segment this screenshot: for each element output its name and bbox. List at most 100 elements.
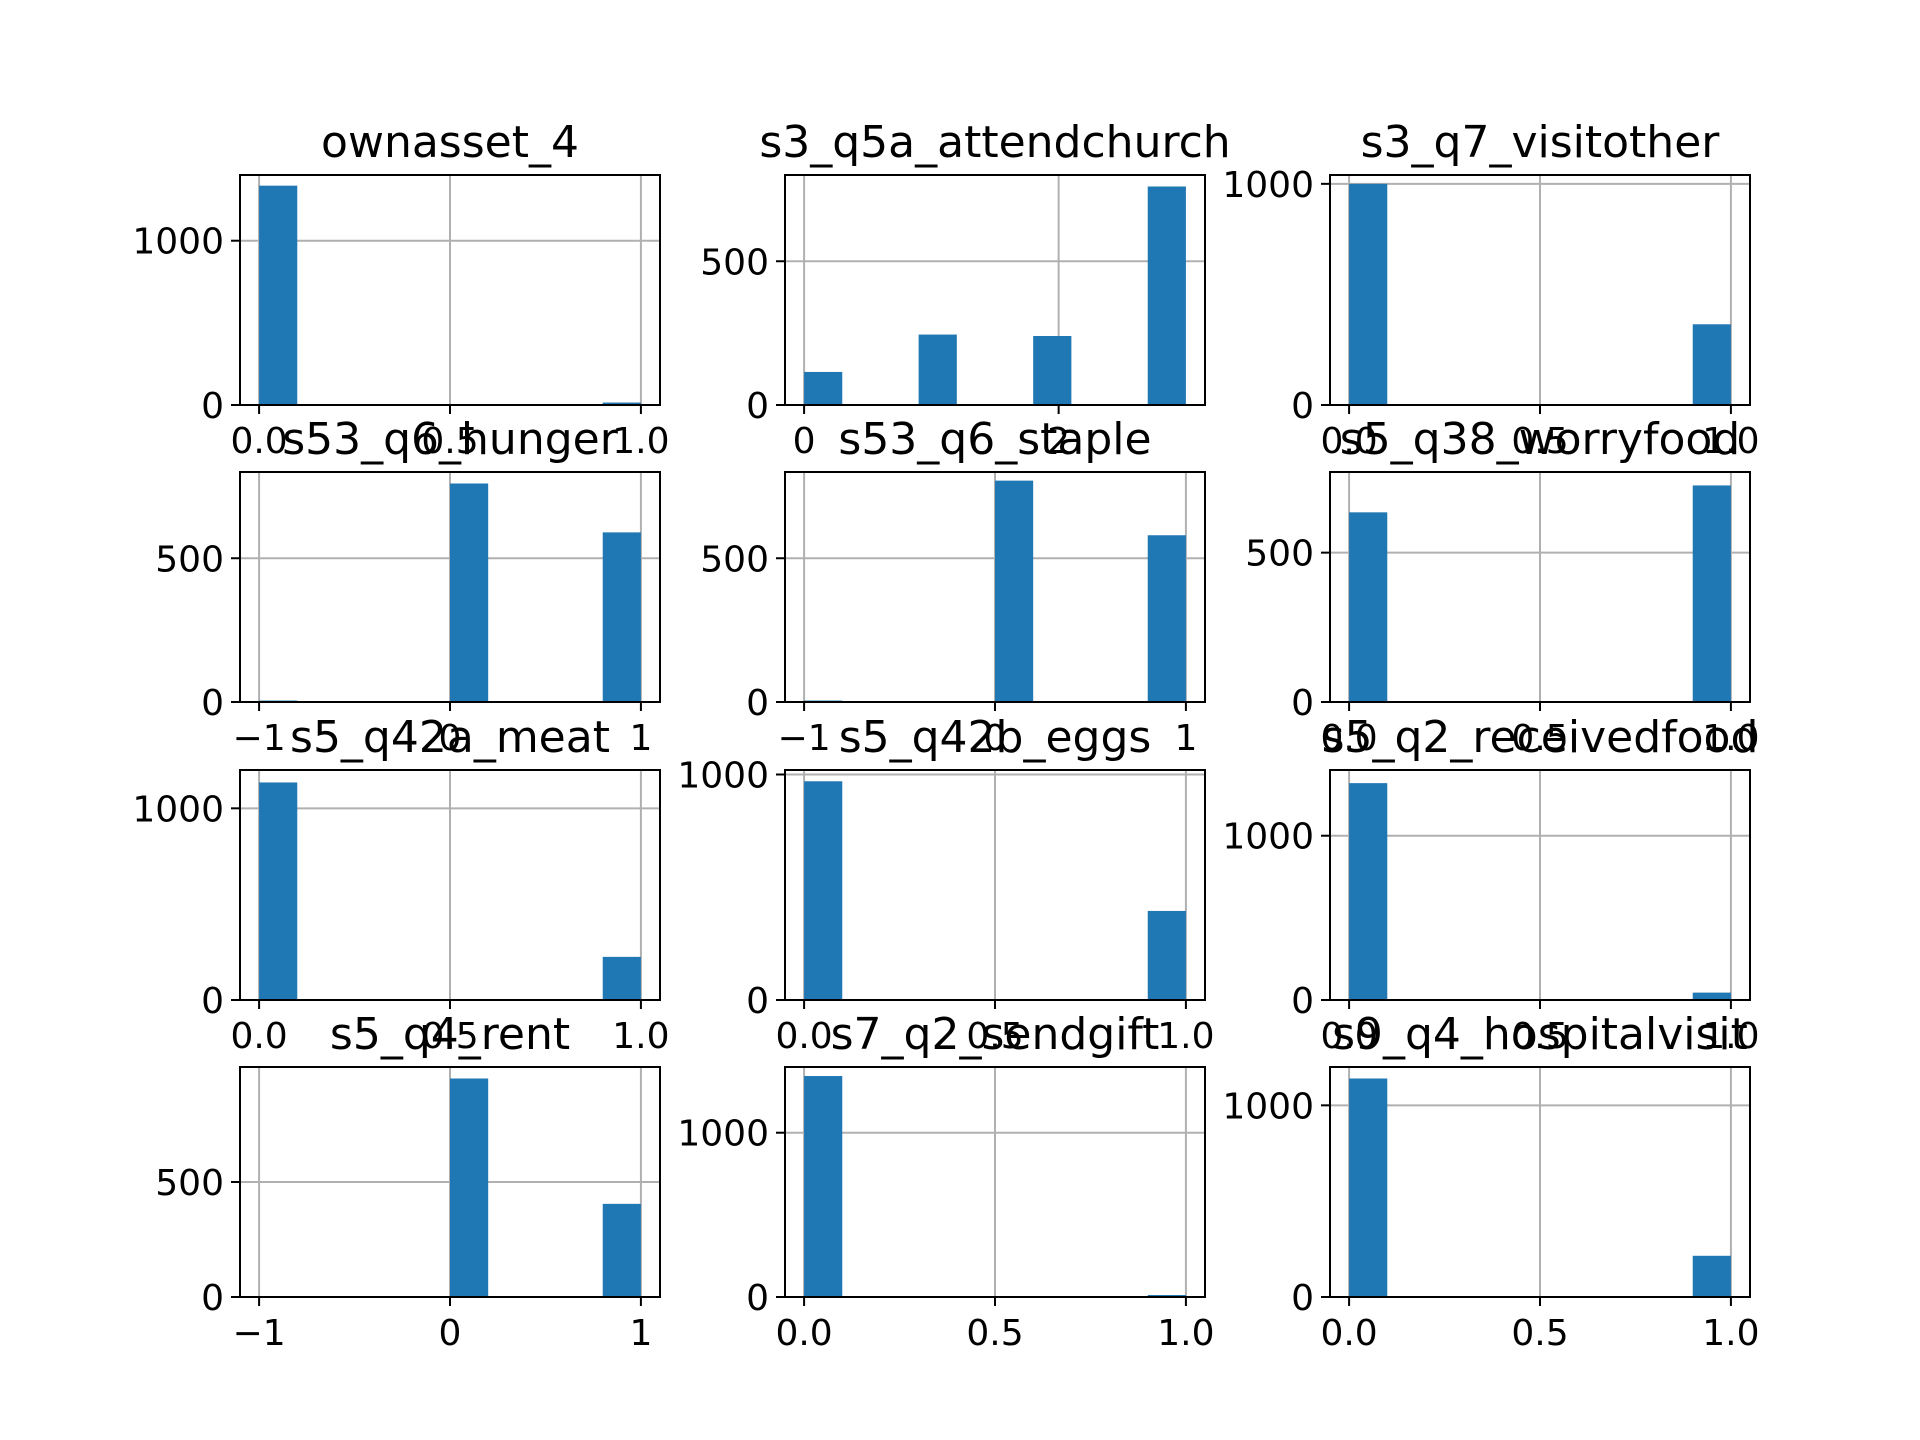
x-tick-label: 1.0 xyxy=(612,421,669,462)
x-tick-label: 0.5 xyxy=(966,1313,1023,1354)
x-tick-label: −1 xyxy=(778,718,831,759)
y-tick-label: 1000 xyxy=(132,789,224,830)
subplot-s5_q38_worryfood: 0.0 0.5 1.0 0 500 s5_q38_worryfood xyxy=(1245,414,1759,759)
x-tick-label: 1.0 xyxy=(1157,1313,1214,1354)
subplot-s9_q4_hospitalvisit: 0.0 0.5 1.0 0 1000 s9_q4_hospitalvisit xyxy=(1222,1009,1759,1354)
histogram-bar xyxy=(804,781,843,1000)
histogram-bar xyxy=(804,371,843,405)
x-tick-label: 0.0 xyxy=(1320,718,1377,759)
y-tick-label: 1000 xyxy=(1222,817,1314,858)
y-tick-label: 500 xyxy=(155,539,224,580)
subplot-s7_q2_sendgift: 0.0 0.5 1.0 0 1000 s7_q2_sendgift xyxy=(677,1009,1214,1354)
subplot-title: s5_q42a_meat xyxy=(290,712,610,763)
y-tick-label: 0 xyxy=(746,981,769,1022)
x-tick-label: 0.5 xyxy=(1511,1313,1568,1354)
y-tick-label: 1000 xyxy=(1222,1086,1314,1127)
histogram-bar xyxy=(259,782,298,1000)
histogram-bar xyxy=(450,483,489,702)
subplot-s3_q7_visitother: 0.0 0.5 1.0 0 1000 s3_q7_visitother xyxy=(1222,117,1759,462)
subplot-title: s5_q38_worryfood xyxy=(1340,414,1740,465)
histogram-bar xyxy=(602,402,641,405)
x-tick-label: 1 xyxy=(629,718,652,759)
subplot-s5_q2_receivedfood: 0.0 0.5 1.0 0 1000 s5_q2_receivedfood xyxy=(1222,712,1759,1057)
histogram-bar xyxy=(1147,535,1186,702)
x-tick-label: 1.0 xyxy=(1702,1313,1759,1354)
x-tick-label: 1.0 xyxy=(1157,1016,1214,1057)
x-tick-label: 1.0 xyxy=(612,1016,669,1057)
histogram-bar xyxy=(804,1076,843,1297)
x-tick-label: 0.0 xyxy=(230,421,287,462)
x-tick-label: 0.0 xyxy=(230,1016,287,1057)
x-tick-label: −1 xyxy=(233,718,286,759)
subplot-s5_q42b_eggs: 0.0 0.5 1.0 0 1000 s5_q42b_eggs xyxy=(677,712,1214,1057)
subplot-title: ownasset_4 xyxy=(321,117,579,168)
subplot-title: s7_q2_sendgift xyxy=(831,1009,1160,1060)
histogram-bar xyxy=(1147,186,1186,405)
subplot-s5_q42a_meat: 0.0 0.5 1.0 0 1000 s5_q42a_meat xyxy=(132,712,669,1057)
histogram-bar xyxy=(259,185,298,405)
y-tick-label: 0 xyxy=(746,386,769,427)
histogram-bar xyxy=(1033,336,1072,405)
x-tick-label: 0.0 xyxy=(1320,1016,1377,1057)
x-tick-label: 1.0 xyxy=(1702,421,1759,462)
histogram-bar xyxy=(1692,992,1731,1000)
x-tick-label: 0 xyxy=(439,718,462,759)
subplot-title: s5_q2_receivedfood xyxy=(1322,712,1759,763)
x-tick-label: 0.0 xyxy=(1320,1313,1377,1354)
y-tick-label: 500 xyxy=(1245,534,1314,575)
y-tick-label: 0 xyxy=(201,386,224,427)
subplot-title: s5_q42b_eggs xyxy=(839,712,1152,763)
x-tick-label: 0.0 xyxy=(1320,421,1377,462)
x-tick-label: −1 xyxy=(233,1313,286,1354)
x-tick-label: 2 xyxy=(1047,421,1070,462)
histogram-bar xyxy=(995,480,1034,702)
y-tick-label: 0 xyxy=(201,1278,224,1319)
subplot-title: s9_q4_hospitalvisit xyxy=(1332,1009,1748,1060)
x-tick-label: 1 xyxy=(1174,718,1197,759)
x-tick-label: 0.5 xyxy=(421,1016,478,1057)
histogram-bar xyxy=(1147,910,1186,1000)
histogram-bar xyxy=(918,334,957,405)
y-tick-label: 0 xyxy=(201,683,224,724)
subplot-title: s5_q4_rent xyxy=(330,1009,570,1060)
x-tick-label: 1.0 xyxy=(1702,1016,1759,1057)
x-tick-label: 0 xyxy=(984,718,1007,759)
x-tick-label: 0 xyxy=(439,1313,462,1354)
histogram-bar xyxy=(1692,324,1731,405)
histogram-bar xyxy=(450,1078,489,1297)
x-tick-label: 0.5 xyxy=(1511,718,1568,759)
histogram-bar xyxy=(1692,485,1731,702)
y-tick-label: 500 xyxy=(155,1163,224,1204)
subplot-title: s53_q6_staple xyxy=(838,414,1151,465)
x-tick-label: 0.0 xyxy=(775,1016,832,1057)
x-tick-label: 1 xyxy=(629,1313,652,1354)
histogram-bar xyxy=(1349,512,1388,702)
x-tick-label: 0.0 xyxy=(775,1313,832,1354)
x-tick-label: 0.5 xyxy=(1511,421,1568,462)
x-tick-label: 0.5 xyxy=(421,421,478,462)
y-tick-label: 0 xyxy=(1291,386,1314,427)
y-tick-label: 0 xyxy=(201,981,224,1022)
y-tick-label: 0 xyxy=(1291,981,1314,1022)
histogram-bar xyxy=(602,532,641,702)
x-tick-label: 0.5 xyxy=(966,1016,1023,1057)
y-tick-label: 0 xyxy=(1291,683,1314,724)
y-tick-label: 500 xyxy=(700,539,769,580)
y-tick-label: 500 xyxy=(700,242,769,283)
x-tick-label: 0.5 xyxy=(1511,1016,1568,1057)
histogram-bar xyxy=(1692,1255,1731,1297)
subplot-title: s53_q6_hunger xyxy=(282,414,618,465)
subplot-s3_q5a_attendchurch: 0 2 0 500 s3_q5a_attendchurch xyxy=(700,117,1230,462)
subplot-title: s3_q5a_attendchurch xyxy=(759,117,1230,168)
histogram-bar xyxy=(1349,183,1388,405)
y-tick-label: 1000 xyxy=(132,222,224,263)
y-tick-label: 1000 xyxy=(677,1114,769,1155)
x-tick-label: 1.0 xyxy=(1702,718,1759,759)
axes-frame xyxy=(784,174,1206,406)
histogram-bar xyxy=(602,1203,641,1297)
